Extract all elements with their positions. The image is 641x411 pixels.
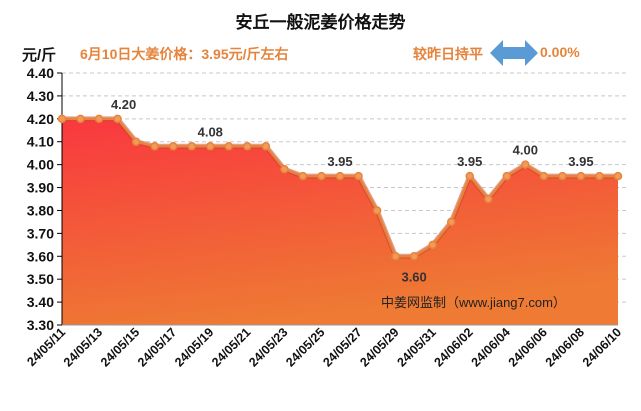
x-tick-label: 24/05/17 — [135, 325, 179, 369]
compare-label: 较昨日持平 — [413, 46, 483, 62]
x-tick-label: 24/05/29 — [357, 325, 401, 369]
data-point — [298, 171, 308, 181]
data-point — [243, 142, 252, 151]
data-label: 3.95 — [327, 154, 352, 169]
data-point — [354, 171, 363, 181]
y-tick-label: 3.70 — [27, 225, 54, 241]
data-point — [76, 114, 85, 124]
x-tick-label: 24/06/10 — [580, 325, 624, 369]
data-point — [335, 171, 345, 181]
y-tick-label: 3.50 — [27, 271, 54, 287]
data-point — [224, 142, 234, 151]
x-tick-label: 24/06/06 — [506, 325, 550, 369]
x-tick-label: 24/06/08 — [543, 325, 587, 369]
x-tick-label: 24/05/31 — [394, 325, 438, 369]
data-point — [206, 142, 215, 151]
x-tick-label: 24/05/27 — [320, 325, 364, 369]
data-point — [465, 171, 474, 181]
data-label: 4.00 — [513, 143, 538, 158]
data-point — [391, 252, 400, 261]
x-tick-label: 24/06/02 — [432, 325, 476, 369]
data-label: 3.95 — [457, 154, 482, 169]
y-tick-label: 4.30 — [27, 88, 54, 104]
y-tick-label: 3.90 — [27, 180, 54, 196]
x-tick-label: 24/05/25 — [283, 325, 327, 369]
watermark: 中姜网监制（www.jiang7.com） — [381, 295, 566, 310]
y-tick-label: 3.60 — [27, 248, 54, 264]
x-tick-label: 24/05/13 — [61, 325, 105, 369]
today-price-text: 6月10日大姜价格：3.95元/斤左右 — [80, 46, 289, 62]
data-point — [595, 171, 604, 181]
data-point — [168, 142, 178, 151]
data-point — [409, 252, 419, 261]
x-tick-label: 24/05/19 — [172, 325, 216, 369]
y-tick-label: 4.40 — [27, 65, 54, 81]
x-tick-label: 24/05/15 — [98, 325, 142, 369]
data-label: 4.20 — [111, 97, 136, 112]
data-point — [317, 171, 326, 181]
chart-title: 安丘一般泥姜价格走势 — [235, 13, 406, 32]
data-point — [94, 114, 104, 124]
data-point — [539, 171, 549, 181]
y-tick-label: 4.10 — [27, 134, 54, 150]
data-point — [150, 142, 159, 151]
change-percent: 0.00% — [540, 44, 580, 60]
y-tick-label: 4.20 — [27, 111, 54, 127]
data-point — [280, 164, 289, 174]
data-point — [428, 240, 437, 250]
y-tick-label: 3.30 — [27, 317, 54, 333]
data-point — [484, 194, 493, 204]
x-tick-label: 24/05/21 — [209, 325, 253, 369]
y-tick-label: 3.80 — [27, 202, 54, 218]
y-unit-label: 元/斤 — [22, 47, 57, 64]
data-point — [372, 206, 382, 215]
x-tick-label: 24/05/23 — [246, 325, 290, 369]
data-point — [131, 137, 141, 146]
data-point — [576, 171, 586, 181]
double-arrow-icon — [490, 40, 538, 66]
data-label: 3.60 — [401, 269, 426, 284]
data-label: 3.95 — [568, 154, 593, 169]
data-point — [261, 142, 271, 151]
y-tick-label: 3.40 — [27, 294, 54, 310]
data-point — [502, 171, 512, 181]
price-area — [62, 118, 618, 326]
data-point — [446, 217, 456, 227]
data-point — [57, 114, 67, 124]
data-point — [187, 142, 196, 151]
data-point — [613, 171, 623, 181]
data-point — [113, 114, 122, 124]
data-point — [521, 160, 530, 169]
data-label: 4.08 — [198, 124, 223, 139]
x-tick-label: 24/06/04 — [469, 325, 513, 369]
data-point — [558, 171, 567, 181]
y-tick-label: 4.00 — [27, 157, 54, 173]
